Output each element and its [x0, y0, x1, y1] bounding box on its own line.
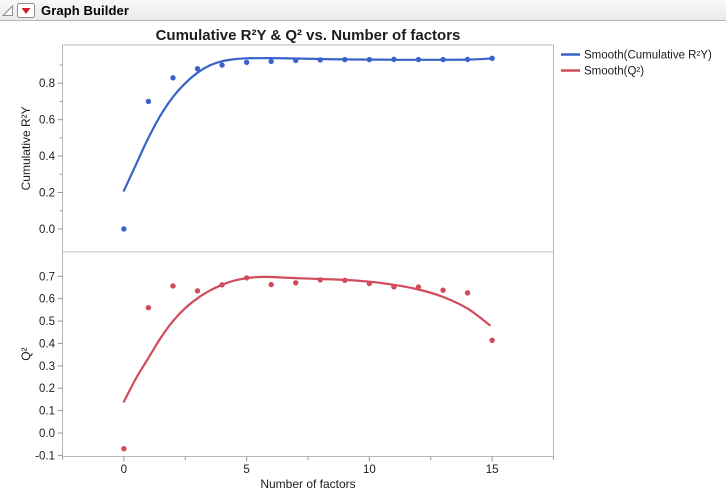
- data-point[interactable]: [391, 284, 397, 290]
- data-point[interactable]: [194, 288, 201, 294]
- data-point[interactable]: [293, 57, 299, 64]
- y-tick-label: 0.6: [39, 294, 55, 306]
- data-point[interactable]: [366, 56, 373, 63]
- y-axis: -0.1 0.0 0.1 0.2 0.3 0.4 0.5 0.6 0.7 Q²: [19, 271, 63, 462]
- y-tick-label: 0.4: [39, 151, 56, 163]
- legend: Smooth(Cumulative R²Y) Smooth(Q²): [561, 50, 712, 78]
- smooth-curve: [122, 275, 491, 403]
- y-tick-label: 0.0: [39, 428, 55, 440]
- y-tick-label: 0.4: [39, 338, 56, 350]
- plot-frame: [62, 44, 554, 457]
- data-point[interactable]: [145, 98, 152, 105]
- y-tick-label: -0.1: [35, 450, 55, 462]
- chart-area: Cumulative R²Y & Q² vs. Number of factor…: [0, 21, 726, 493]
- y-tick-label: 0.5: [39, 316, 55, 328]
- data-point[interactable]: [121, 445, 127, 452]
- y-tick-label: 0.3: [39, 361, 55, 373]
- chart-title: Cumulative R²Y & Q² vs. Number of factor…: [156, 27, 461, 44]
- x-tick-label: 0: [121, 464, 127, 476]
- data-point[interactable]: [415, 56, 422, 63]
- y-tick-label: 0.7: [39, 271, 55, 283]
- data-point[interactable]: [489, 337, 495, 344]
- x-axis-label: Number of factors: [260, 477, 355, 491]
- data-point[interactable]: [194, 65, 201, 72]
- y-tick-label: 0.1: [39, 406, 55, 418]
- data-point[interactable]: [268, 281, 274, 288]
- legend-label: Smooth(Cumulative R²Y): [584, 50, 712, 62]
- series-points: [121, 55, 495, 232]
- x-tick-label: 10: [363, 464, 376, 476]
- data-point[interactable]: [440, 56, 446, 63]
- x-axis: 0 5 10 15 Number of factors: [62, 456, 554, 491]
- outline-title: Graph Builder: [41, 2, 129, 18]
- y-tick-label: 0.6: [39, 115, 55, 127]
- data-point[interactable]: [489, 55, 495, 61]
- y-tick-label: 0.0: [39, 224, 55, 236]
- data-point[interactable]: [317, 57, 323, 63]
- data-point[interactable]: [366, 280, 373, 287]
- series-points: [121, 275, 495, 452]
- data-point[interactable]: [170, 283, 176, 289]
- data-point[interactable]: [440, 287, 446, 293]
- y-tick-label: 0.8: [39, 78, 55, 90]
- legend-item[interactable]: Smooth(Q²): [561, 66, 644, 78]
- x-tick-label: 15: [486, 464, 499, 476]
- data-point[interactable]: [391, 56, 397, 63]
- data-point[interactable]: [293, 280, 299, 286]
- data-point[interactable]: [268, 58, 274, 65]
- data-point[interactable]: [464, 56, 471, 63]
- smooth-curve: [122, 56, 494, 192]
- legend-item[interactable]: Smooth(Cumulative R²Y): [561, 50, 712, 62]
- data-point[interactable]: [243, 275, 250, 281]
- data-point[interactable]: [464, 290, 471, 296]
- graph-canvas[interactable]: Cumulative R²Y & Q² vs. Number of factor…: [0, 21, 726, 493]
- legend-label: Smooth(Q²): [584, 66, 644, 78]
- y-tick-label: 0.2: [39, 383, 55, 395]
- y-axis-label: Cumulative R²Y: [19, 106, 33, 190]
- data-point[interactable]: [342, 277, 348, 284]
- data-point[interactable]: [219, 62, 225, 68]
- data-point[interactable]: [243, 59, 250, 66]
- outline-header: Graph Builder: [0, 0, 726, 21]
- data-point[interactable]: [121, 226, 127, 232]
- y-tick-label: 0.2: [39, 188, 55, 200]
- data-point[interactable]: [170, 75, 176, 81]
- y-axis-label: Q²: [19, 347, 33, 360]
- data-point[interactable]: [415, 284, 422, 290]
- data-point[interactable]: [219, 282, 225, 288]
- red-triangle-menu-button[interactable]: [17, 2, 35, 18]
- data-point[interactable]: [317, 277, 323, 283]
- disclosure-triangle-icon[interactable]: [2, 4, 14, 17]
- data-point[interactable]: [342, 56, 348, 63]
- y-axis: 0.0 0.2 0.4 0.6 0.8 Cumulative R²Y: [19, 64, 63, 236]
- x-tick-label: 5: [243, 464, 249, 476]
- data-point[interactable]: [145, 304, 152, 311]
